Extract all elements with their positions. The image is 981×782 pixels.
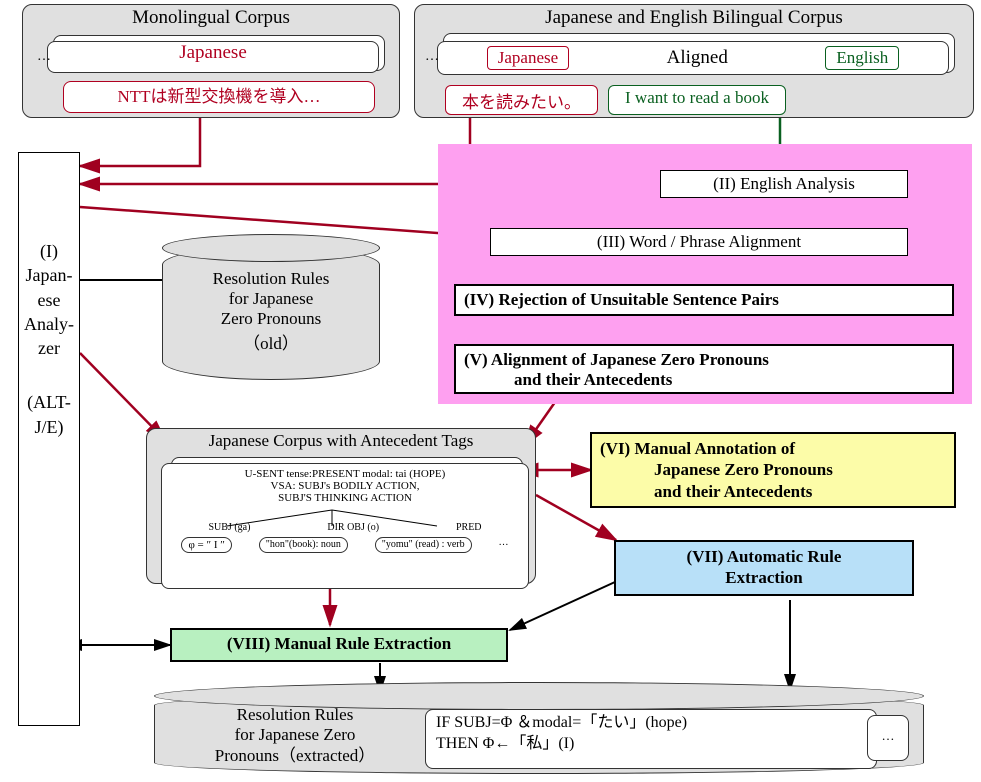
stage-v: (V) Alignment of Japanese Zero Pronouns … (454, 344, 954, 394)
mono-sample: NTTは新型交換機を導入… (63, 81, 375, 113)
old-rules-cylinder: Resolution Rules for Japanese Zero Prono… (162, 246, 380, 380)
stage-viii-text: (VIII) Manual Rule Extraction (227, 634, 451, 653)
jcorpus-front: U-SENT tense:PRESENT modal: tai (HOPE) V… (161, 463, 529, 589)
yomu: "yomu" (read) : verb (375, 537, 472, 553)
old-l3: Zero Pronouns (163, 309, 379, 329)
out-l3: Pronouns（extracted） (175, 746, 415, 766)
out-rule-dots: … (867, 715, 909, 761)
bi-aligned: Aligned (667, 47, 728, 69)
bi-title: Japanese and English Bilingual Corpus (415, 7, 973, 29)
analyzer-l1: Japan- (19, 263, 79, 287)
analyzer-alt: (ALT- (19, 390, 79, 414)
stage-viii: (VIII) Manual Rule Extraction (170, 628, 508, 662)
old-l1: Resolution Rules (163, 269, 379, 289)
old-l2: for Japanese (163, 289, 379, 309)
stage-vi-t1: (VI) Manual Annotation of (600, 438, 946, 459)
stage-iii: (III) Word / Phrase Alignment (490, 228, 908, 256)
stage-vi-t2: Japanese Zero Pronouns (600, 459, 946, 480)
stage-vi: (VI) Manual Annotation of Japanese Zero … (590, 432, 956, 508)
bi-card-row: Japanese Aligned English (437, 41, 949, 75)
analyzer-l4: zer (19, 336, 79, 360)
stage-vii-t1: (VII) Automatic Rule (624, 546, 904, 567)
analyzer-alt2: J/E) (19, 415, 79, 439)
stage-vii-t2: Extraction (624, 567, 904, 588)
hon: "hon"(book): noun (259, 537, 348, 553)
bi-samples: 本を読みたい。 I want to read a book (445, 85, 955, 115)
usent: U-SENT tense:PRESENT modal: tai (HOPE) (170, 468, 520, 480)
analyzer-l2: ese (19, 288, 79, 312)
stage-iii-text: (III) Word / Phrase Alignment (597, 232, 801, 251)
mono-card-ja: Japanese (47, 41, 379, 73)
jcorpus-panel: Japanese Corpus with Antecedent Tags U-S… (146, 428, 536, 584)
rule2: THEN Φ←「私」(I) (436, 734, 866, 755)
old-l4: （old） (163, 329, 379, 354)
stage-ii: (II) English Analysis (660, 170, 908, 198)
mono-ja-label: Japanese (179, 42, 247, 63)
bi-dots: … (425, 49, 439, 65)
stage-vii: (VII) Automatic Rule Extraction (614, 540, 914, 596)
bi-en-sample: I want to read a book (608, 85, 786, 115)
bilingual-corpus-panel: Japanese and English Bilingual Corpus Ja… (414, 4, 974, 118)
out-l2: for Japanese Zero (175, 725, 415, 745)
bi-ja-label: Japanese (487, 46, 569, 70)
output-cylinder: Resolution Rules for Japanese Zero Prono… (154, 694, 924, 774)
rule1: IF SUBJ=Φ ＆modal=「たい」(hope) (436, 713, 866, 734)
stage-ii-text: (II) English Analysis (713, 174, 855, 193)
mono-title: Monolingual Corpus (23, 7, 399, 29)
out-l1: Resolution Rules (175, 705, 415, 725)
vsa: VSA: SUBJ's BODILY ACTION, (170, 480, 520, 492)
analyzer-box: (I) Japan- ese Analy- zer (ALT- J/E) (18, 152, 80, 726)
jdots: … (499, 537, 509, 553)
analyzer-l3: Analy- (19, 312, 79, 336)
phi: φ = ″ I ″ (181, 537, 231, 553)
analyzer-roman: (I) (19, 239, 79, 263)
bi-ja-sample: 本を読みたい。 (445, 85, 598, 115)
stage-v-t1: (V) Alignment of Japanese Zero Pronouns (464, 350, 944, 370)
monolingual-corpus-panel: Monolingual Corpus Japanese NTTは新型交換機を導入… (22, 4, 400, 118)
bi-en-label: English (825, 46, 899, 70)
out-rule-card: IF SUBJ=Φ ＆modal=「たい」(hope) THEN Φ←「私」(I… (425, 709, 877, 769)
jcorpus-title: Japanese Corpus with Antecedent Tags (147, 431, 535, 451)
stage-v-t2: and their Antecedents (464, 370, 944, 390)
vsa2: SUBJ'S THINKING ACTION (170, 492, 520, 504)
mono-dots: … (37, 49, 51, 65)
mono-sample-text: NTTは新型交換機を導入… (117, 87, 320, 106)
stage-vi-t3: and their Antecedents (600, 481, 946, 502)
stage-iv: (IV) Rejection of Unsuitable Sentence Pa… (454, 284, 954, 316)
stage-iv-text: (IV) Rejection of Unsuitable Sentence Pa… (464, 290, 779, 309)
